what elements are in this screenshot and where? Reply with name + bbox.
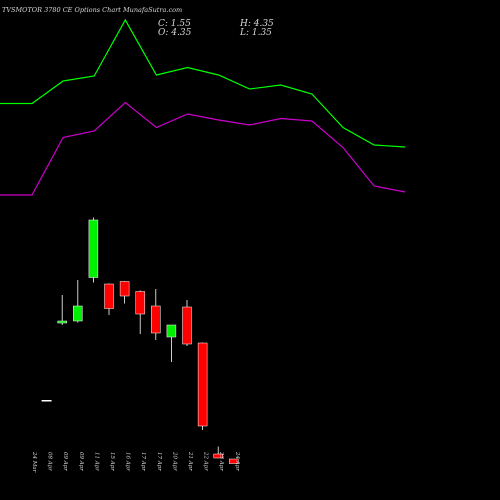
candle-body <box>182 306 192 345</box>
candle-body <box>151 305 161 334</box>
x-tick-label: 24 Apr <box>234 451 240 471</box>
open-value: O: 4.35 <box>158 28 192 38</box>
x-tick-label: 09 Apr <box>62 452 68 471</box>
candle-body <box>104 283 114 309</box>
candle-body <box>88 219 99 278</box>
candle-body <box>41 400 52 402</box>
x-tick-label: 15 Apr <box>109 452 115 471</box>
x-tick-label: 21 Apr <box>187 451 193 471</box>
x-tick-label: 08 Apr <box>47 452 53 471</box>
candle-body <box>135 291 145 315</box>
candle-body <box>73 305 83 322</box>
candle-body <box>213 453 223 459</box>
candle-body <box>197 342 208 427</box>
x-tick-label: 11 Apr <box>93 452 99 471</box>
x-tick-label: 22 Apr <box>203 451 209 471</box>
candle-body <box>119 281 130 297</box>
x-tick-label: 17 Apr <box>156 452 162 471</box>
chart-title: TVSMOTOR 3780 CE Options Chart MunafaSut… <box>2 6 183 14</box>
upper-band-line <box>0 18 406 148</box>
lower-band-line <box>0 101 406 196</box>
high-value: H: 4.35 <box>240 19 274 29</box>
candle-body <box>57 320 67 324</box>
x-tick-label: 09 Apr <box>78 452 84 471</box>
x-tick-label: 16 Apr <box>125 452 131 471</box>
candle-body <box>166 324 177 338</box>
low-value: L: 1.35 <box>240 28 272 38</box>
x-tick-label: 17 Apr <box>140 452 146 471</box>
x-tick-label: 24 Mar <box>31 451 37 473</box>
x-tick-label: 23 Apr <box>218 451 224 471</box>
x-tick-label: 20 Apr <box>171 451 177 471</box>
close-value: C: 1.55 <box>158 19 191 29</box>
candle-body <box>229 458 239 464</box>
